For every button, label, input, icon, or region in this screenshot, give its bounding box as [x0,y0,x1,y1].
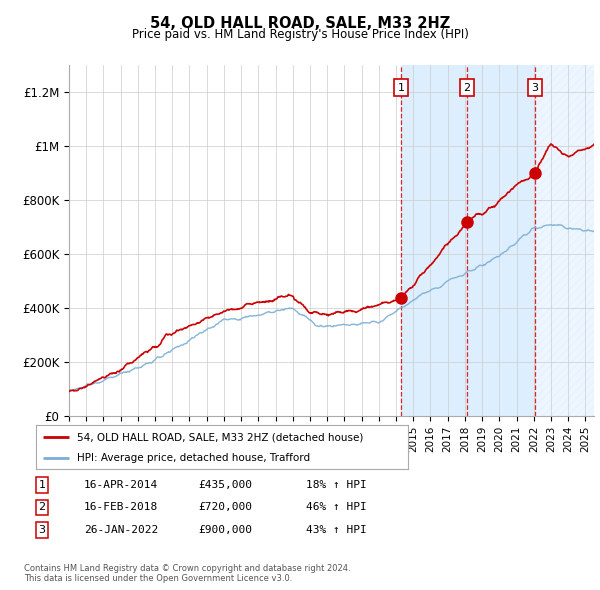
Bar [467,65,535,416]
Text: 43% ↑ HPI: 43% ↑ HPI [306,525,367,535]
Text: £900,000: £900,000 [198,525,252,535]
Text: 26-JAN-2022: 26-JAN-2022 [84,525,158,535]
Text: 1: 1 [38,480,46,490]
Text: HPI: Average price, detached house, Trafford: HPI: Average price, detached house, Traf… [77,453,310,463]
Text: 1: 1 [398,83,404,93]
Text: 46% ↑ HPI: 46% ↑ HPI [306,503,367,512]
Bar [401,65,467,416]
Text: 18% ↑ HPI: 18% ↑ HPI [306,480,367,490]
Text: 2: 2 [38,503,46,512]
Text: 3: 3 [532,83,538,93]
Text: £435,000: £435,000 [198,480,252,490]
Text: £720,000: £720,000 [198,503,252,512]
Bar [535,65,594,416]
Text: 16-FEB-2018: 16-FEB-2018 [84,503,158,512]
Text: 54, OLD HALL ROAD, SALE, M33 2HZ: 54, OLD HALL ROAD, SALE, M33 2HZ [150,16,450,31]
Text: 16-APR-2014: 16-APR-2014 [84,480,158,490]
Text: 54, OLD HALL ROAD, SALE, M33 2HZ (detached house): 54, OLD HALL ROAD, SALE, M33 2HZ (detach… [77,432,363,442]
Text: Contains HM Land Registry data © Crown copyright and database right 2024.
This d: Contains HM Land Registry data © Crown c… [24,563,350,583]
Text: Price paid vs. HM Land Registry's House Price Index (HPI): Price paid vs. HM Land Registry's House … [131,28,469,41]
Text: 2: 2 [463,83,470,93]
Text: 3: 3 [38,525,46,535]
